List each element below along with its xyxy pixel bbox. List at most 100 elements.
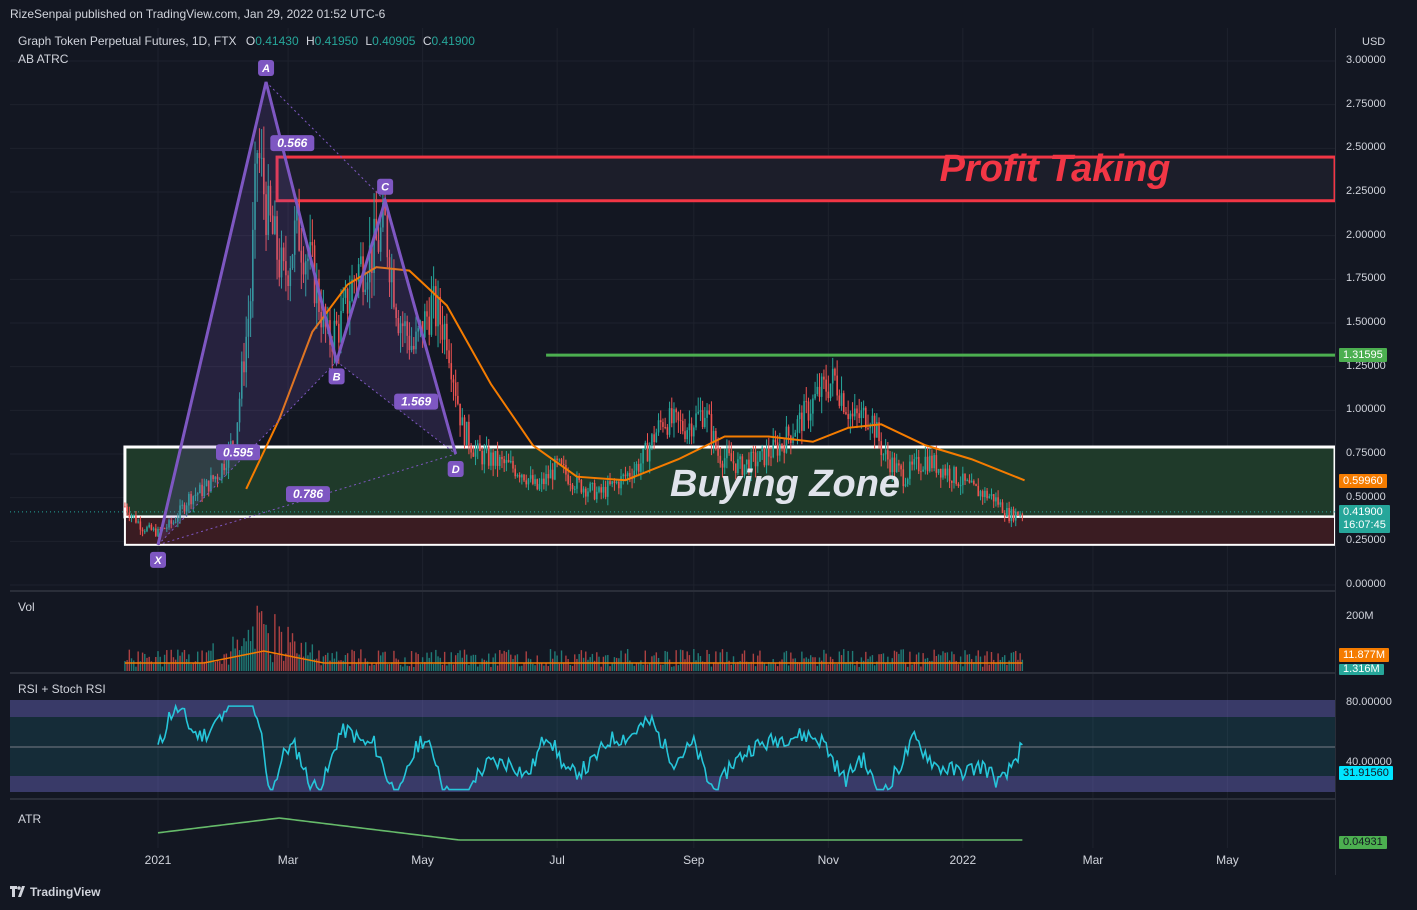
candle-body — [355, 280, 358, 282]
candle-body — [902, 469, 905, 487]
candle-body — [285, 261, 287, 276]
candle-body — [893, 457, 896, 472]
candle-body — [379, 227, 382, 252]
tradingview-logo-icon — [10, 886, 25, 897]
candle-body — [607, 481, 609, 497]
candle-body — [203, 486, 206, 497]
candle-body — [589, 483, 591, 492]
ratio-badge — [270, 135, 315, 152]
rsi-value-tag: 31.91560 — [1339, 766, 1393, 780]
chart-area[interactable]: X A B C D 0.566 1.569 0.595 0.786 Profit Taking Bu… — [10, 28, 1337, 875]
candle-body — [300, 250, 303, 263]
candle-body — [675, 409, 677, 413]
price-tick: 3.00000 — [1346, 54, 1386, 66]
candle-body — [847, 414, 849, 419]
candle-body — [177, 518, 179, 522]
candle-body — [490, 452, 492, 466]
candle-body — [937, 468, 940, 473]
open-label: O — [245, 34, 256, 48]
candle-body — [421, 321, 424, 338]
candle-body — [223, 463, 225, 471]
candle-body — [424, 311, 426, 338]
candle-body — [584, 488, 587, 497]
pattern-point-badge — [377, 178, 394, 195]
candle-body — [876, 422, 878, 438]
candle-body — [468, 421, 470, 447]
candle-body — [814, 394, 816, 399]
indicator-legend[interactable]: AB ATRC — [18, 52, 69, 66]
candle-body — [296, 201, 298, 221]
candle-body — [891, 457, 894, 473]
candle-body — [917, 456, 920, 472]
candle-body — [825, 379, 827, 392]
candle-body — [858, 413, 860, 419]
candle-body — [759, 451, 761, 462]
candle-body — [540, 478, 543, 484]
candle-body — [732, 461, 735, 464]
candle-body — [626, 473, 629, 477]
chart-zones — [10, 155, 1337, 546]
candle-body — [390, 268, 393, 283]
rsi-pane-label[interactable]: RSI + Stoch RSI — [18, 682, 106, 696]
price-scale[interactable]: USD 3.00000 2.75000 2.50000 2.25000 2.00000 1… — [1335, 28, 1417, 875]
candle-body — [620, 476, 622, 489]
candle-body — [957, 483, 960, 487]
pattern-point-b: B — [333, 371, 341, 383]
candle-body — [816, 386, 819, 395]
atr-pane-label[interactable]: ATR — [18, 812, 42, 826]
candle-body — [637, 464, 640, 472]
candle-body — [245, 336, 247, 373]
symbol-name: Graph Token Perpetual Futures, 1D, FTX — [18, 34, 237, 48]
candle-body — [510, 461, 512, 463]
indicator-panes — [10, 605, 1335, 841]
candle-body — [238, 398, 241, 423]
candle-body — [717, 447, 719, 456]
pattern-point-x: X — [153, 555, 162, 567]
price-candles — [124, 126, 1024, 538]
candle-body — [997, 497, 999, 505]
stop-zone — [123, 515, 1336, 546]
profit-taking-zone — [275, 155, 1337, 203]
symbol-legend[interactable]: Graph Token Perpetual Futures, 1D, FTX O… — [18, 34, 475, 48]
candle-body — [986, 490, 988, 499]
volume-pane-label[interactable]: Vol — [18, 600, 35, 614]
candle-body — [472, 452, 475, 457]
candle-body — [247, 318, 250, 337]
chart-canvas[interactable]: X A B C D 0.566 1.569 0.595 0.786 Profit Taking Bu… — [10, 28, 1337, 875]
candle-body — [763, 447, 766, 466]
price-tick: 2.25000 — [1346, 185, 1386, 197]
candle-body — [249, 301, 252, 319]
candle-body — [582, 488, 585, 493]
rsi-background — [10, 700, 1335, 792]
candle-body — [174, 521, 177, 523]
candle-body — [743, 464, 746, 475]
candle-body — [143, 531, 146, 533]
ratio-label: 0.566 — [277, 136, 307, 150]
candle-body — [838, 395, 841, 406]
candle-body — [304, 261, 307, 275]
candle-body — [527, 478, 530, 485]
candle-body — [805, 401, 808, 403]
rsi-line — [157, 703, 1023, 792]
candle-body — [840, 393, 843, 406]
candle-body — [190, 493, 192, 505]
candle-body — [591, 483, 594, 485]
candle-body — [232, 441, 234, 446]
candle-body — [774, 439, 777, 443]
candle-body — [357, 264, 360, 282]
candle-body — [973, 480, 975, 485]
candle-body — [558, 459, 561, 461]
candle-body — [600, 487, 603, 493]
candle-body — [798, 412, 801, 420]
candle-body — [525, 480, 528, 485]
candle-body — [754, 452, 757, 467]
candle-body — [507, 459, 510, 463]
candle-body — [644, 442, 647, 449]
candle-body — [873, 415, 876, 438]
candle-body — [152, 528, 155, 530]
candle-body — [338, 323, 340, 343]
candle-body — [829, 383, 832, 399]
candle-body — [666, 427, 669, 435]
candle-body — [311, 242, 314, 246]
atr-line — [157, 817, 1023, 841]
